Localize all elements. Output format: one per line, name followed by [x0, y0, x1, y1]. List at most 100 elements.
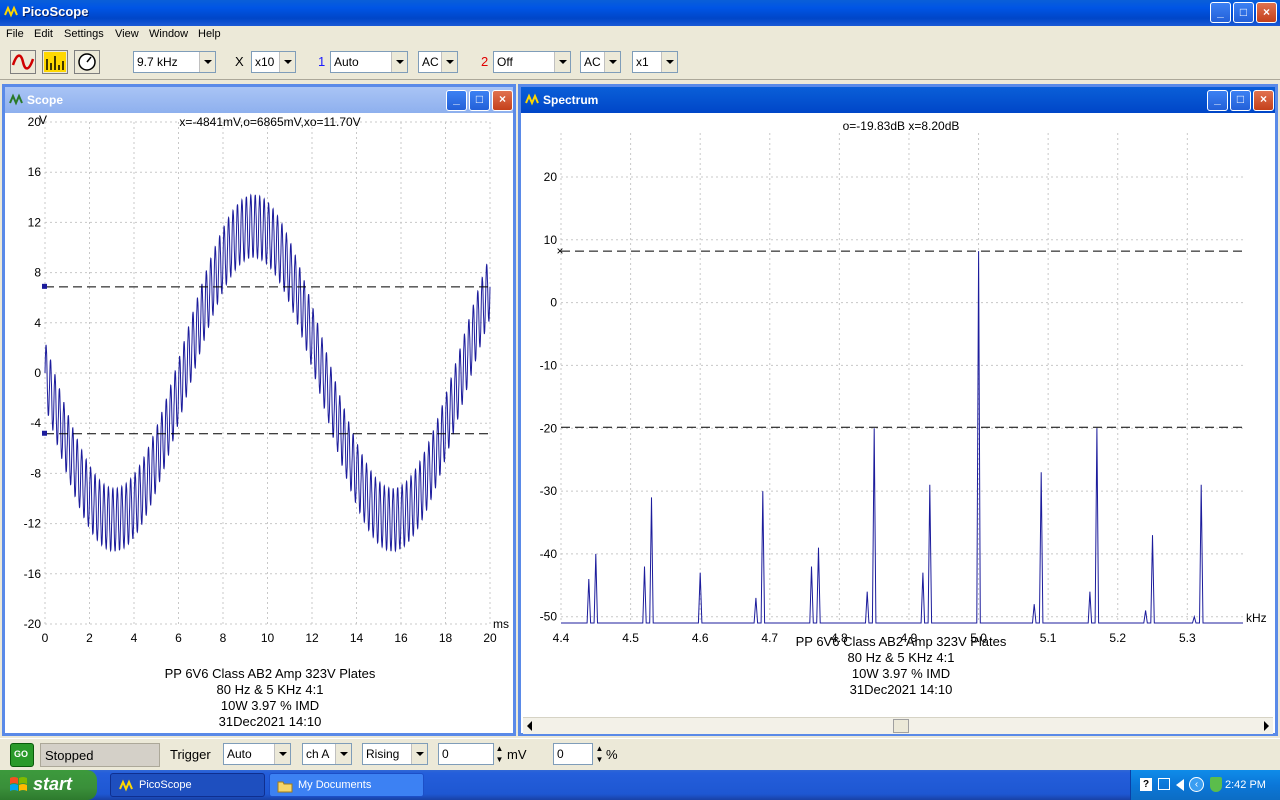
scroll-right-icon[interactable] [1264, 721, 1269, 731]
spectrum-caption-line: 80 Hz & 5 KHz 4:1 [848, 650, 955, 665]
chevron-down-icon [391, 52, 407, 72]
spectrum-caption-line: 10W 3.97 % IMD [852, 666, 950, 681]
menu-help[interactable]: Help [198, 28, 221, 40]
trigger-channel-select[interactable]: ch A [302, 743, 352, 765]
show-hidden-icons-icon[interactable]: ‹ [1189, 777, 1204, 792]
y-tick-label: -30 [540, 484, 558, 498]
maximize-button[interactable]: □ [1233, 2, 1254, 23]
scope-plot[interactable]: 0 2 4 6 8 10 12 14 16 18 20 20 16 12 8 4 0 -4 -8 -12 -16 -20 V… [5, 113, 513, 733]
x-tick-label: 4.9 [901, 631, 918, 645]
spectrum-minimize-button[interactable] [1207, 90, 1228, 111]
scroll-thumb[interactable] [893, 719, 909, 733]
status-bar: GO Stopped Trigger Auto ch A Rising 0 ▲ ▼… [0, 738, 1280, 770]
chevron-down-icon [279, 52, 295, 72]
x-tick-label: 18 [439, 631, 453, 645]
minimize-button[interactable]: _ [1210, 2, 1231, 23]
channel-1-coupling-select[interactable]: AC [418, 51, 458, 73]
y-tick-label: 12 [28, 215, 42, 229]
channel-1-range-select[interactable]: Auto [330, 51, 408, 73]
trigger-delay-input[interactable]: 0 [553, 743, 593, 765]
help-icon[interactable]: ? [1140, 778, 1152, 791]
trigger-level-input[interactable]: 0 [438, 743, 494, 765]
scroll-left-icon[interactable] [527, 721, 532, 731]
go-button[interactable]: GO [10, 743, 34, 767]
spectrum-maximize-button[interactable] [1230, 90, 1251, 111]
network-icon[interactable] [1158, 778, 1170, 790]
timebase-select[interactable]: 9.7 kHz [133, 51, 216, 73]
spectrum-window: Spectrum 4.4 4.5 4.6 4.7 4.8 4.9 5.0 5.1 5.2 5.3 2… [518, 84, 1278, 736]
start-label: start [33, 774, 73, 794]
spectrum-horizontal-scrollbar[interactable] [523, 717, 1273, 734]
channel-2-multiplier-select[interactable]: x1 [632, 51, 678, 73]
scope-wave-icon [11, 54, 35, 70]
channel-1-label: 1 [318, 54, 326, 69]
y-tick-label: 0 [550, 296, 557, 310]
menu-view[interactable]: View [115, 28, 139, 40]
x-tick-label: 14 [350, 631, 364, 645]
chevron-down-icon [661, 52, 677, 72]
delay-spinner-icon[interactable]: ▲ ▼ [595, 744, 604, 764]
x-tick-label: 2 [86, 631, 93, 645]
spectrum-window-icon [525, 93, 539, 106]
multiplier-select[interactable]: x10 [251, 51, 296, 73]
scope-caption-line: PP 6V6 Class AB2 Amp 323V Plates [165, 666, 376, 681]
menu-settings[interactable]: Settings [64, 28, 104, 40]
menu-file[interactable]: File [6, 28, 24, 40]
channel-2-multiplier-value: x1 [636, 55, 649, 69]
menu-bar: File Edit Settings View Window Help [0, 26, 1280, 44]
channel-2-coupling-select[interactable]: AC [580, 51, 621, 73]
channel-2-range-value: Off [497, 55, 513, 69]
menu-window[interactable]: Window [149, 28, 189, 40]
y-tick-label: 8 [34, 266, 41, 280]
spectrum-trace [561, 251, 1243, 624]
x-unit-label: ms [493, 617, 509, 631]
x-label: X [235, 54, 244, 69]
scope-minimize-button[interactable] [446, 90, 467, 111]
cursor-readout: o=-19.83dB x=8.20dB [843, 119, 960, 133]
folder-icon [277, 781, 293, 793]
y-tick-label: -20 [540, 421, 558, 435]
trigger-level-value: 0 [442, 747, 449, 761]
app-title: PicoScope [22, 4, 89, 19]
clock: 2:42 PM [1225, 779, 1266, 791]
scope-maximize-button[interactable] [469, 90, 490, 111]
level-unit-label: mV [507, 747, 527, 762]
spectrum-close-button[interactable] [1253, 90, 1274, 111]
volume-icon[interactable] [1176, 779, 1184, 791]
menu-edit[interactable]: Edit [34, 28, 53, 40]
trigger-edge-select[interactable]: Rising [362, 743, 428, 765]
taskbar-item-picoscope[interactable]: PicoScope [110, 773, 265, 797]
security-shield-icon[interactable] [1210, 777, 1222, 792]
start-button[interactable]: start [0, 770, 97, 800]
chevron-down-icon [441, 52, 457, 72]
y-tick-label: -12 [24, 517, 42, 531]
delay-unit-label: % [606, 747, 618, 762]
scope-window-titlebar: Scope [5, 87, 513, 113]
y-unit-label: V [39, 113, 47, 127]
spectrum-view-button[interactable] [42, 50, 68, 74]
channel-2-range-select[interactable]: Off [493, 51, 571, 73]
timebase-value: 9.7 kHz [137, 55, 178, 69]
scope-close-button[interactable] [492, 90, 513, 111]
y-tick-label: 4 [34, 316, 41, 330]
taskbar-item-label: PicoScope [139, 779, 192, 791]
level-spinner-icon[interactable]: ▲ ▼ [495, 744, 504, 764]
x-tick-label: 8 [220, 631, 227, 645]
spectrum-plot[interactable]: 4.4 4.5 4.6 4.7 4.8 4.9 5.0 5.1 5.2 5.3 20 10 0 -10 -2… [521, 113, 1275, 713]
x-tick-label: 12 [305, 631, 319, 645]
x-tick-label: 4.5 [622, 631, 639, 645]
trigger-mode-select[interactable]: Auto [223, 743, 291, 765]
chevron-down-icon [554, 52, 570, 72]
y-tick-label: 10 [544, 233, 558, 247]
meter-view-button[interactable] [74, 50, 100, 74]
y-tick-label: 20 [28, 115, 42, 129]
trigger-edge-value: Rising [366, 747, 400, 761]
cursor-handle [42, 283, 47, 289]
taskbar-item-my-documents[interactable]: My Documents [269, 773, 424, 797]
scope-view-button[interactable] [10, 50, 36, 74]
close-button[interactable]: × [1256, 2, 1277, 23]
x-tick-label: 20 [483, 631, 497, 645]
x-tick-label: 4 [131, 631, 138, 645]
go-label: GO [14, 749, 29, 759]
chevron-down-icon [411, 744, 427, 764]
